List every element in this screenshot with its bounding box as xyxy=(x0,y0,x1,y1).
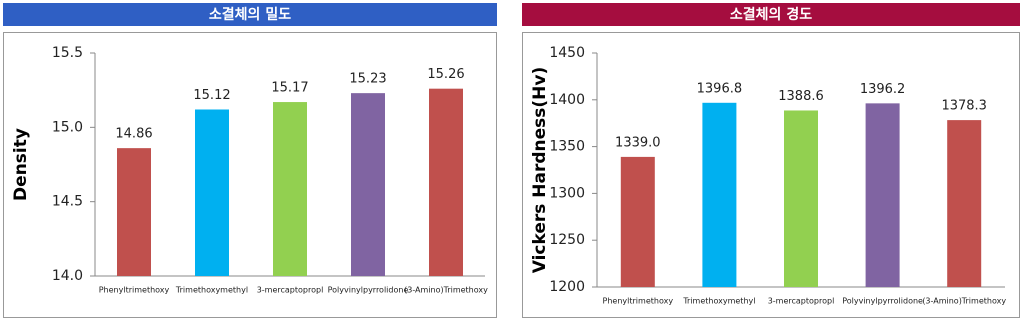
value-label: 1339.0 xyxy=(615,135,661,150)
bar xyxy=(865,103,900,287)
value-label: 1378.3 xyxy=(941,99,987,114)
bar xyxy=(429,88,463,277)
y-tick-label: 14.0 xyxy=(52,268,83,284)
chart-title: 소결체의 경도 xyxy=(730,6,812,23)
y-tick-label: 15.0 xyxy=(52,119,83,135)
y-axis-label: Density xyxy=(11,128,31,201)
chart-title: 소결체의 밀도 xyxy=(209,6,291,23)
bar xyxy=(947,120,982,287)
x-tick-label: Polyvinylpyrrolidone xyxy=(842,297,923,306)
y-tick-label: 15.5 xyxy=(52,45,83,61)
bar xyxy=(702,102,737,287)
y-tick-label: 1400 xyxy=(549,92,585,108)
chart-frame xyxy=(3,32,497,318)
header-bar xyxy=(522,3,1020,26)
x-tick-label: Trimethoxymethyl xyxy=(682,297,755,306)
x-tick-label: Phenyltrimethoxy xyxy=(99,286,170,295)
x-tick-label: (3-Amino)Trimethoxy xyxy=(404,286,488,295)
value-label: 1396.8 xyxy=(697,81,743,96)
x-tick-label: Phenyltrimethoxy xyxy=(603,297,674,306)
value-label: 1388.6 xyxy=(778,89,824,104)
bar xyxy=(195,109,229,276)
y-tick-label: 1300 xyxy=(549,185,585,201)
header-bar xyxy=(3,3,497,26)
x-tick-label: Trimethoxymethyl xyxy=(175,286,248,295)
y-tick-label: 1250 xyxy=(549,232,585,248)
bar xyxy=(784,110,818,287)
value-label: 1396.2 xyxy=(860,82,906,97)
x-tick-label: Polyvinylpyrrolidone xyxy=(328,286,409,295)
x-tick-label: (3-Amino)Trimethoxy xyxy=(922,297,1006,306)
x-tick-label: 3-mercaptopropl xyxy=(768,297,835,306)
value-label: 15.17 xyxy=(271,81,308,96)
y-tick-label: 14.5 xyxy=(52,194,83,210)
y-axis-label: Vickers Hardness(Hv) xyxy=(530,67,550,274)
bar xyxy=(620,156,655,287)
value-label: 15.23 xyxy=(349,72,386,87)
value-label: 15.26 xyxy=(427,67,464,82)
bar xyxy=(117,148,151,276)
y-tick-label: 1200 xyxy=(549,279,585,295)
chart-frame xyxy=(522,32,1020,318)
bar xyxy=(351,93,385,276)
x-tick-label: 3-mercaptopropl xyxy=(257,286,324,295)
y-tick-label: 1350 xyxy=(549,139,585,155)
value-label: 14.86 xyxy=(115,127,152,142)
value-label: 15.12 xyxy=(193,88,230,103)
bar xyxy=(273,102,307,276)
y-tick-label: 1450 xyxy=(549,45,585,61)
